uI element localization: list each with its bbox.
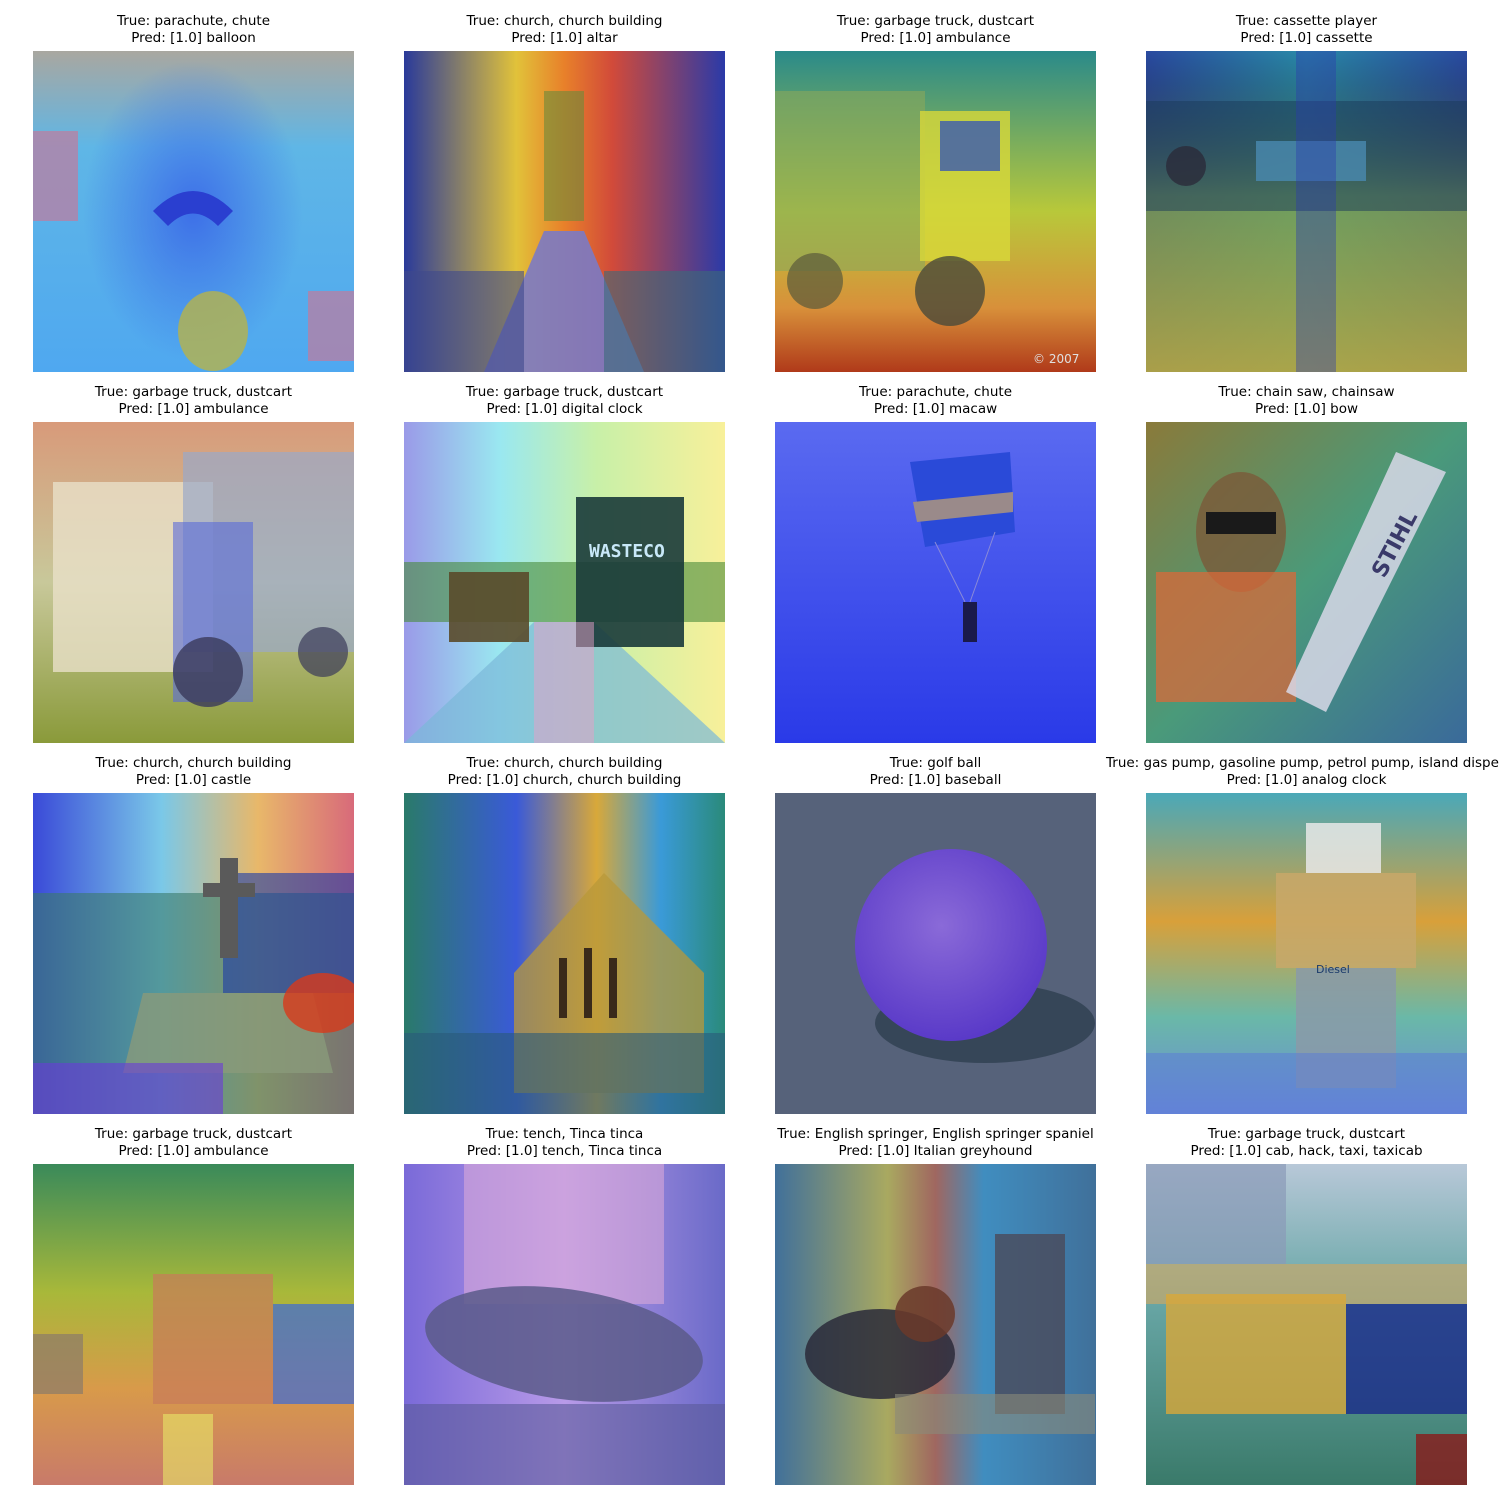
panel-8: True: chain saw, chainsaw Pred: [1.0] bo… <box>1146 384 1467 744</box>
gradcam-image-parachute-sky <box>775 422 1096 743</box>
true-label: True: church, church building <box>95 755 292 771</box>
true-label: True: cassette player <box>1235 13 1378 29</box>
panel-1: True: parachute, chute Pred: [1.0] ballo… <box>33 13 354 373</box>
panel-10: True: church, church building Pred: [1.0… <box>404 755 725 1115</box>
panel-caption: True: church, church building Pred: [1.0… <box>0 755 394 788</box>
panel-caption: True: English springer, English springer… <box>735 1126 1136 1159</box>
truck-lettering: WASTECO <box>589 541 665 562</box>
true-label: True: garbage truck, dustcart <box>465 384 664 400</box>
true-label: True: church, church building <box>466 755 663 771</box>
pump-lettering: Diesel <box>1316 963 1350 976</box>
panel-caption: True: chain saw, chainsaw Pred: [1.0] bo… <box>1106 384 1500 417</box>
pred-label: Pred: [1.0] ambulance <box>118 1142 269 1159</box>
pred-label: Pred: [1.0] castle <box>135 771 252 788</box>
gradcam-image-springer-spaniel <box>775 1164 1096 1485</box>
gradcam-image-garbage-truck-trees <box>33 1164 354 1485</box>
pred-label: Pred: [1.0] balloon <box>131 29 256 46</box>
pred-label: Pred: [1.0] macaw <box>873 400 998 417</box>
panel-16: True: garbage truck, dustcart Pred: [1.0… <box>1146 1126 1467 1486</box>
gradcam-image-parachute <box>33 51 354 372</box>
pred-label: Pred: [1.0] cassette <box>1240 29 1373 46</box>
gradcam-image-garbage-truck-street <box>1146 1164 1467 1485</box>
pred-label: Pred: [1.0] cab, hack, taxi, taxicab <box>1190 1142 1423 1159</box>
true-label: True: English springer, English springer… <box>777 1126 1094 1142</box>
panel-9: True: church, church building Pred: [1.0… <box>33 755 354 1115</box>
true-label: True: church, church building <box>466 13 663 29</box>
gradcam-image-golf-ball <box>775 793 1096 1114</box>
panel-15: True: English springer, English springer… <box>775 1126 1096 1486</box>
gradcam-image-cassette-player <box>1146 51 1467 372</box>
true-label: True: garbage truck, dustcart <box>94 384 293 400</box>
panel-caption: True: garbage truck, dustcart Pred: [1.0… <box>735 13 1136 46</box>
true-label: True: garbage truck, dustcart <box>836 13 1035 29</box>
panel-11: True: golf ball Pred: [1.0] baseball <box>775 755 1096 1115</box>
panel-caption: True: garbage truck, dustcart Pred: [1.0… <box>0 384 394 417</box>
panel-caption: True: parachute, chute Pred: [1.0] macaw <box>735 384 1136 417</box>
gradcam-image-garbage-trucks-road: WASTECO <box>404 422 725 743</box>
gradcam-image-chainsaw: STIHL <box>1146 422 1467 743</box>
panel-12: True: gas pump, gasoline pump, petrol pu… <box>1106 755 1500 1115</box>
panel-caption: True: gas pump, gasoline pump, petrol pu… <box>1106 755 1500 788</box>
panel-6: True: garbage truck, dustcart Pred: [1.0… <box>404 384 725 744</box>
panel-caption: True: parachute, chute Pred: [1.0] ballo… <box>0 13 394 46</box>
panel-caption: True: church, church building Pred: [1.0… <box>364 755 765 788</box>
panel-caption: True: garbage truck, dustcart Pred: [1.0… <box>364 384 765 417</box>
panel-caption: True: tench, Tinca tinca Pred: [1.0] ten… <box>364 1126 765 1159</box>
panel-4: True: cassette player Pred: [1.0] casset… <box>1146 13 1467 373</box>
true-label: True: parachute, chute <box>116 13 271 29</box>
copyright-text: © 2007 <box>1033 352 1079 366</box>
panel-caption: True: golf ball Pred: [1.0] baseball <box>735 755 1136 788</box>
pred-label: Pred: [1.0] church, church building <box>447 771 682 788</box>
panel-5: True: garbage truck, dustcart Pred: [1.0… <box>33 384 354 744</box>
pred-label: Pred: [1.0] baseball <box>869 771 1002 788</box>
pred-label: Pred: [1.0] Italian greyhound <box>838 1142 1033 1159</box>
true-label: True: golf ball <box>889 755 982 771</box>
true-label: True: garbage truck, dustcart <box>94 1126 293 1142</box>
true-label: True: gas pump, gasoline pump, petrol pu… <box>1106 755 1500 771</box>
pred-label: Pred: [1.0] altar <box>511 29 618 46</box>
pred-label: Pred: [1.0] ambulance <box>860 29 1011 46</box>
true-label: True: parachute, chute <box>858 384 1013 400</box>
panel-caption: True: church, church building Pred: [1.0… <box>364 13 765 46</box>
gradcam-image-gas-pump: Diesel <box>1146 793 1467 1114</box>
gradcam-image-garbage-truck: © 2007 <box>775 51 1096 372</box>
gradcam-image-garbage-truck <box>33 422 354 743</box>
panel-caption: True: cassette player Pred: [1.0] casset… <box>1106 13 1500 46</box>
panel-caption: True: garbage truck, dustcart Pred: [1.0… <box>1106 1126 1500 1159</box>
panel-2: True: church, church building Pred: [1.0… <box>404 13 725 373</box>
gradcam-image-church-exterior <box>404 793 725 1114</box>
pred-label: Pred: [1.0] analog clock <box>1226 771 1387 788</box>
pred-label: Pred: [1.0] bow <box>1254 400 1359 417</box>
true-label: True: garbage truck, dustcart <box>1207 1126 1406 1142</box>
panel-14: True: tench, Tinca tinca Pred: [1.0] ten… <box>404 1126 725 1486</box>
pred-label: Pred: [1.0] ambulance <box>118 400 269 417</box>
gradcam-image-church-cross <box>33 793 354 1114</box>
pred-label: Pred: [1.0] tench, Tinca tinca <box>466 1142 663 1159</box>
panel-caption: True: garbage truck, dustcart Pred: [1.0… <box>0 1126 394 1159</box>
gradcam-image-tench <box>404 1164 725 1485</box>
true-label: True: chain saw, chainsaw <box>1218 384 1395 400</box>
true-label: True: tench, Tinca tinca <box>485 1126 644 1142</box>
pred-label: Pred: [1.0] digital clock <box>486 400 643 417</box>
panel-7: True: parachute, chute Pred: [1.0] macaw <box>775 384 1096 744</box>
gradcam-image-church-interior <box>404 51 725 372</box>
panel-13: True: garbage truck, dustcart Pred: [1.0… <box>33 1126 354 1486</box>
panel-3: True: garbage truck, dustcart Pred: [1.0… <box>775 13 1096 373</box>
